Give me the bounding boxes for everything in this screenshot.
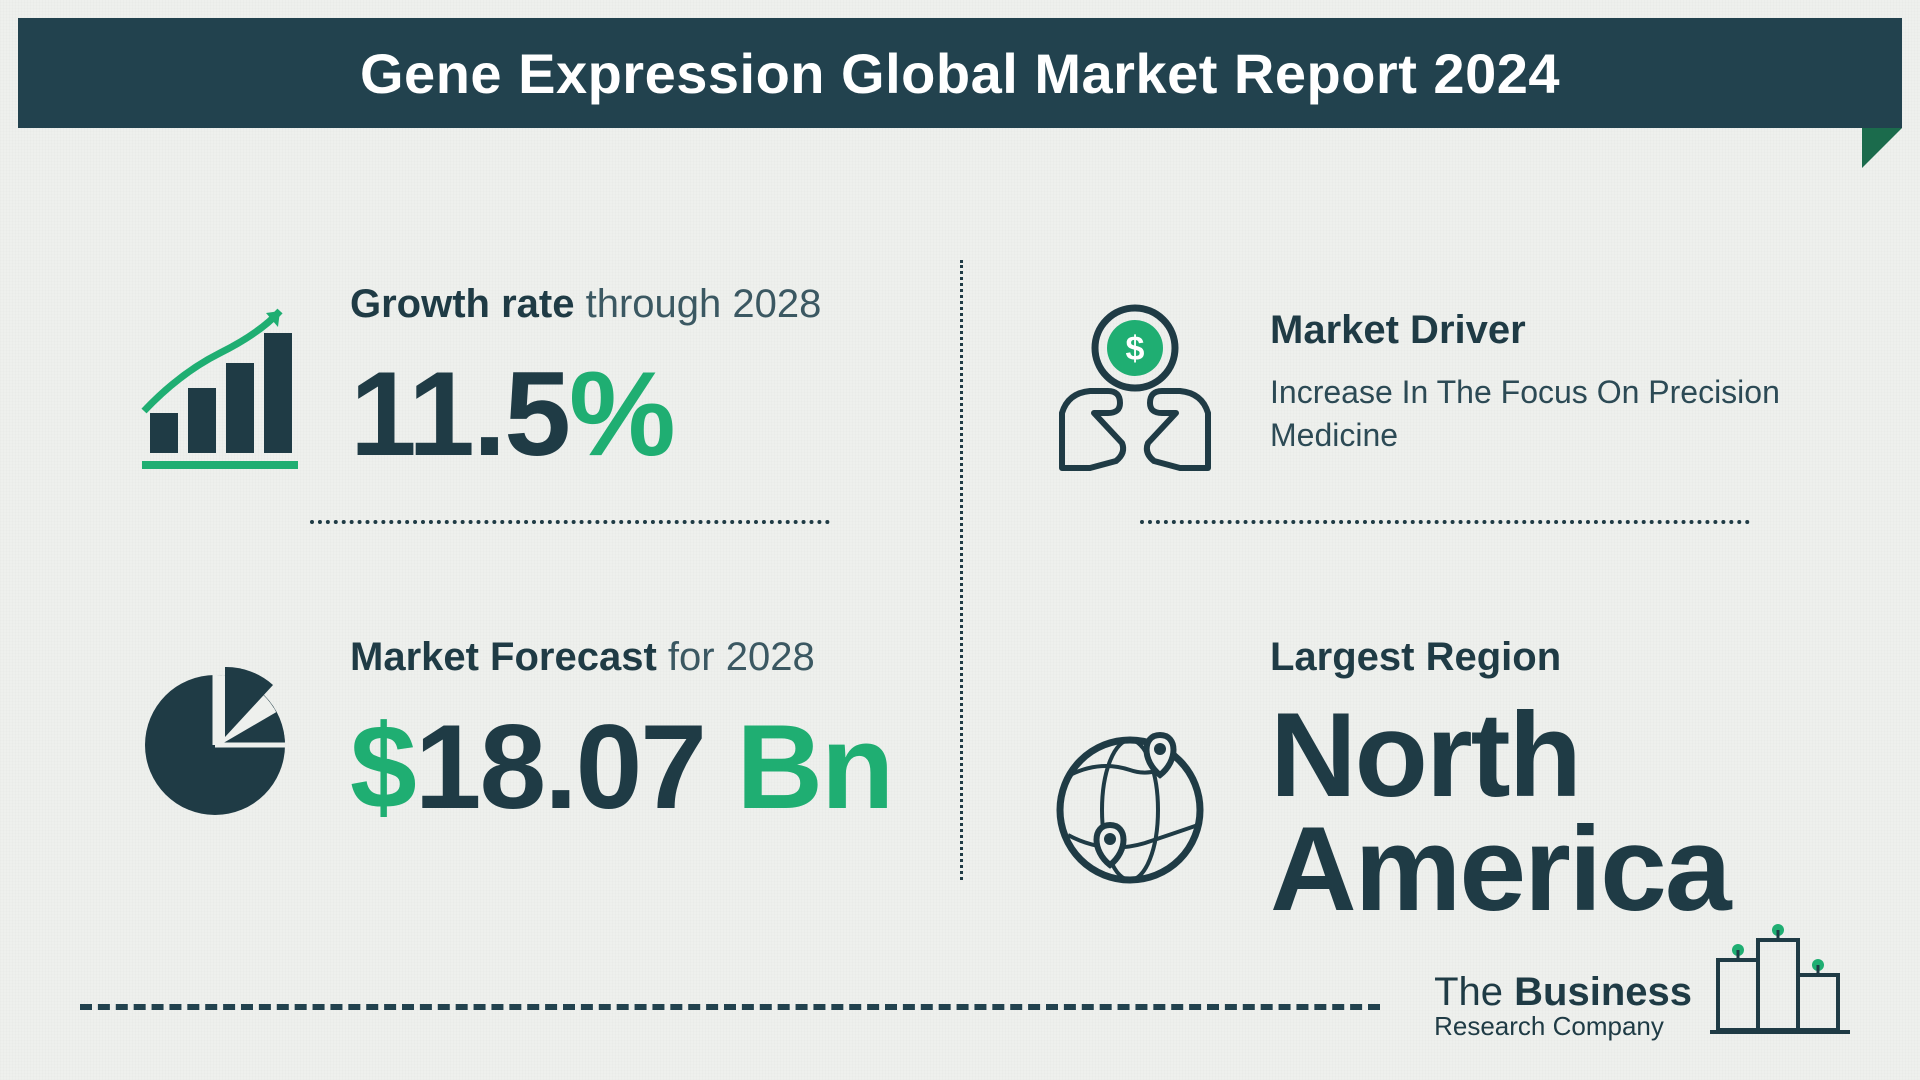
page-title: Gene Expression Global Market Report 202… <box>360 41 1560 106</box>
forecast-prefix: $ <box>350 700 415 834</box>
main-grid: Growth rate through 2028 11.5% $ Market … <box>90 190 1830 960</box>
logo-line2: Research Company <box>1434 1013 1692 1040</box>
market-forecast-label: Market Forecast for 2028 <box>350 635 892 680</box>
growth-rate-panel: Growth rate through 2028 11.5% <box>90 190 960 575</box>
logo-line1-light: The <box>1434 970 1514 1014</box>
growth-chart-icon <box>130 293 300 473</box>
pie-chart-icon <box>130 665 300 825</box>
market-forecast-panel: Market Forecast for 2028 $18.07 Bn <box>90 575 960 960</box>
svg-text:$: $ <box>1126 330 1145 368</box>
largest-region-panel: Largest Region North America <box>960 575 1830 960</box>
market-driver-label: Market Driver <box>1270 308 1790 353</box>
growth-rate-number: 11.5 <box>350 347 569 481</box>
market-driver-desc: Increase In The Focus On Precision Medic… <box>1270 371 1790 457</box>
footer-logo: The Business Research Company <box>1434 920 1850 1040</box>
hands-dollar-icon: $ <box>1050 293 1220 473</box>
logo-line1-bold: Business <box>1514 970 1692 1014</box>
market-forecast-label-bold: Market Forecast <box>350 635 657 679</box>
region-line2: America <box>1270 812 1730 926</box>
region-line1: North <box>1270 698 1730 812</box>
header-corner-triangle <box>1862 128 1902 168</box>
largest-region-label: Largest Region <box>1270 635 1730 680</box>
largest-region-value: North America <box>1270 698 1730 926</box>
growth-rate-label-light: through 2028 <box>574 282 821 326</box>
market-forecast-value: $18.07 Bn <box>350 698 892 836</box>
header-bar: Gene Expression Global Market Report 202… <box>18 18 1902 128</box>
growth-rate-label: Growth rate through 2028 <box>350 282 821 327</box>
forecast-number: 18.07 <box>415 700 705 834</box>
globe-pins-icon <box>1050 715 1220 895</box>
logo-buildings-icon <box>1710 920 1850 1040</box>
growth-rate-value: 11.5% <box>350 345 821 483</box>
bottom-dashed-rule <box>80 1004 1380 1010</box>
forecast-suffix: Bn <box>705 700 892 834</box>
market-driver-panel: $ Market Driver Increase In The Focus On… <box>960 190 1830 575</box>
market-forecast-label-light: for 2028 <box>657 635 815 679</box>
growth-rate-label-bold: Growth rate <box>350 282 574 326</box>
growth-rate-suffix: % <box>569 347 674 481</box>
